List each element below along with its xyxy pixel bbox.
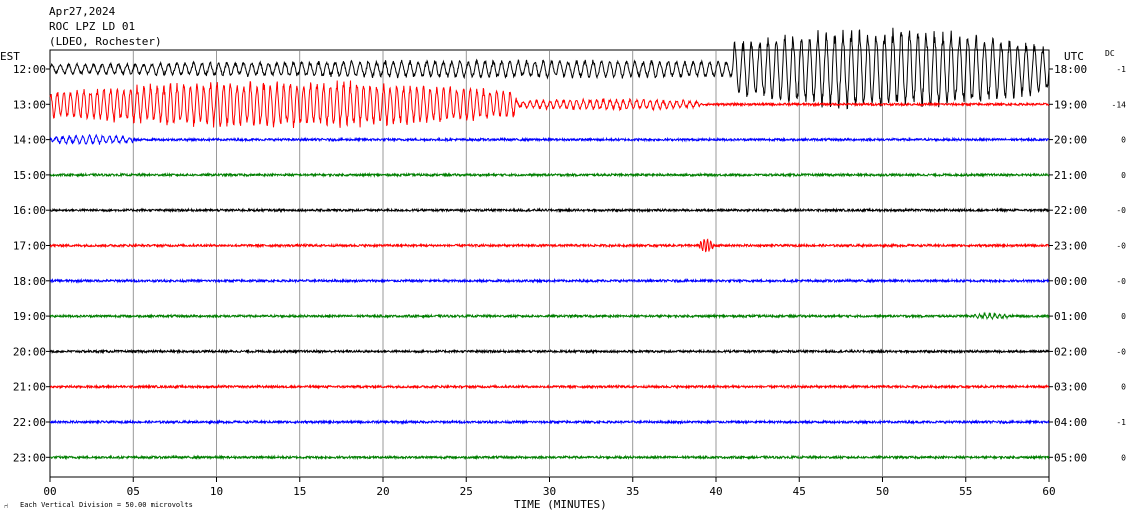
utc-row-label: 21:00 (1054, 169, 1087, 182)
utc-row-label: 18:00 (1054, 63, 1087, 76)
est-row-label: 19:00 (13, 310, 46, 323)
x-tick-label: 60 (1042, 485, 1055, 498)
x-tick-label: 10 (210, 485, 223, 498)
est-row-label: 17:00 (13, 240, 46, 253)
trace-1500 (49, 171, 1050, 178)
utc-row-label: 20:00 (1054, 134, 1087, 147)
dc-row-label: -0 (1116, 242, 1126, 251)
est-row-label: 12:00 (13, 63, 46, 76)
utc-row-label: 04:00 (1054, 416, 1087, 429)
est-axis-title: EST (0, 50, 20, 63)
chart-network: (LDEO, Rochester) (49, 35, 162, 48)
dc-row-label: -1 (1116, 65, 1126, 74)
x-tick-label: 55 (959, 485, 972, 498)
trace-1900 (49, 311, 1050, 321)
x-tick-label: 25 (460, 485, 473, 498)
utc-row-label: 19:00 (1054, 98, 1087, 111)
x-tick-label: 50 (876, 485, 889, 498)
est-row-label: 23:00 (13, 451, 46, 464)
trace-1300 (49, 80, 1050, 129)
dc-row-label: -14 (1112, 100, 1127, 109)
est-row-label: 18:00 (13, 275, 46, 288)
trace-1400 (49, 133, 1050, 146)
dc-row-label: 0 (1121, 312, 1126, 321)
utc-row-label: 22:00 (1054, 204, 1087, 217)
dc-row-label: 0 (1121, 383, 1126, 392)
chart-date: Apr27,2024 (49, 5, 116, 18)
footer-marker-icon: ⑁ (4, 502, 8, 510)
dc-row-label: -0 (1116, 347, 1126, 356)
trace-1200 (49, 27, 1050, 110)
x-tick-label: 45 (793, 485, 806, 498)
trace-2100 (49, 383, 1050, 390)
x-axis-ticks: 00 05 10 15 20 25 30 35 40 45 50 55 60 (43, 477, 1056, 498)
dc-axis-title: DC (1105, 49, 1115, 58)
utc-axis-title: UTC (1064, 50, 1084, 63)
chart-station: ROC LPZ LD 01 (49, 20, 135, 33)
trace-1800 (49, 277, 1050, 284)
utc-row-label: 00:00 (1054, 275, 1087, 288)
dc-row-label: 0 (1121, 453, 1126, 462)
seismic-traces (49, 27, 1050, 461)
x-tick-label: 20 (376, 485, 389, 498)
utc-row-label: 03:00 (1054, 381, 1087, 394)
x-tick-label: 40 (709, 485, 722, 498)
x-tick-label: 05 (127, 485, 140, 498)
utc-row-label: 02:00 (1054, 345, 1087, 358)
utc-row-label: 01:00 (1054, 310, 1087, 323)
x-tick-label: 30 (543, 485, 556, 498)
footer-scale-note: Each Vertical Division = 50.00 microvolt… (20, 501, 193, 509)
est-row-label: 20:00 (13, 345, 46, 358)
trace-1700 (49, 238, 1050, 253)
trace-2200 (49, 419, 1050, 426)
est-row-label: 14:00 (13, 134, 46, 147)
dc-row-label: -0 (1116, 206, 1126, 215)
trace-1600 (49, 207, 1050, 214)
dc-row-label: 0 (1121, 136, 1126, 145)
time-gridlines (132, 50, 967, 477)
x-tick-label: 15 (293, 485, 306, 498)
est-row-label: 22:00 (13, 416, 46, 429)
x-axis-title: TIME (MINUTES) (514, 498, 607, 511)
trace-2000 (49, 348, 1050, 355)
x-tick-label: 35 (626, 485, 639, 498)
dc-row-label: -0 (1116, 277, 1126, 286)
utc-row-label: 05:00 (1054, 451, 1087, 464)
est-row-label: 13:00 (13, 98, 46, 111)
x-tick-label: 00 (43, 485, 56, 498)
est-row-label: 15:00 (13, 169, 46, 182)
est-row-label: 21:00 (13, 381, 46, 394)
dc-row-label: 0 (1121, 171, 1126, 180)
row-labels: 12:00 18:00 -1 13:00 19:00 -14 14:00 20:00 0 15:0… (13, 63, 1126, 464)
dc-row-label: -1 (1116, 418, 1126, 427)
trace-2300 (49, 454, 1050, 461)
est-row-label: 16:00 (13, 204, 46, 217)
utc-row-label: 23:00 (1054, 240, 1087, 253)
